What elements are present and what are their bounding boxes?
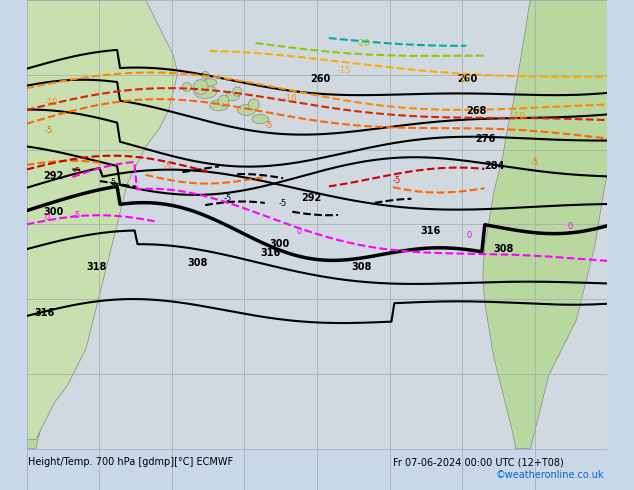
Polygon shape: [27, 0, 49, 449]
Text: 308: 308: [352, 262, 372, 272]
Text: 276: 276: [476, 134, 496, 144]
Text: -10: -10: [283, 94, 297, 103]
Text: -5: -5: [164, 163, 172, 172]
Text: 0: 0: [466, 231, 472, 240]
Text: 260: 260: [457, 74, 477, 84]
Text: -5: -5: [72, 211, 81, 220]
Text: -5: -5: [393, 176, 401, 185]
Text: Height/Temp. 700 hPa [gdmp][°C] ECMWF: Height/Temp. 700 hPa [gdmp][°C] ECMWF: [29, 457, 233, 467]
Text: 0: 0: [45, 213, 50, 222]
Text: 300: 300: [43, 207, 63, 217]
Text: -5: -5: [72, 167, 81, 176]
Circle shape: [233, 87, 242, 96]
Polygon shape: [27, 0, 178, 440]
Text: 308: 308: [494, 244, 514, 254]
Polygon shape: [482, 0, 607, 449]
Text: 0: 0: [297, 226, 302, 236]
Text: -5: -5: [265, 121, 273, 130]
Text: -15: -15: [338, 66, 352, 75]
Text: 292: 292: [301, 194, 321, 203]
Text: -5: -5: [531, 158, 539, 167]
Text: 284: 284: [484, 161, 505, 172]
Text: 308: 308: [187, 258, 207, 268]
Text: -5: -5: [109, 178, 117, 187]
Ellipse shape: [203, 79, 217, 86]
Text: -20: -20: [356, 39, 370, 48]
Text: 0: 0: [567, 222, 573, 231]
Text: 260: 260: [311, 74, 331, 84]
Ellipse shape: [237, 104, 256, 116]
Text: -5: -5: [45, 126, 53, 135]
Text: 316: 316: [34, 308, 55, 318]
Circle shape: [218, 95, 229, 106]
Ellipse shape: [226, 92, 240, 101]
Text: 316: 316: [420, 225, 441, 236]
Text: -10: -10: [512, 112, 526, 121]
Text: -10: -10: [45, 98, 58, 107]
Text: 292: 292: [43, 171, 63, 181]
Text: 318: 318: [86, 262, 107, 272]
Ellipse shape: [194, 85, 217, 98]
Text: -5: -5: [278, 199, 287, 208]
Ellipse shape: [252, 115, 268, 123]
Text: ©weatheronline.co.uk: ©weatheronline.co.uk: [495, 470, 604, 480]
Text: 268: 268: [466, 106, 487, 117]
Text: -15: -15: [457, 75, 470, 84]
Circle shape: [249, 99, 259, 110]
Text: 316: 316: [260, 248, 280, 258]
Text: -5: -5: [224, 195, 232, 203]
Circle shape: [193, 80, 208, 95]
Text: 300: 300: [269, 239, 290, 249]
Circle shape: [202, 72, 209, 79]
Circle shape: [183, 82, 191, 92]
Ellipse shape: [210, 100, 228, 111]
Text: Fr 07-06-2024 00:00 UTC (12+T08): Fr 07-06-2024 00:00 UTC (12+T08): [393, 457, 564, 467]
